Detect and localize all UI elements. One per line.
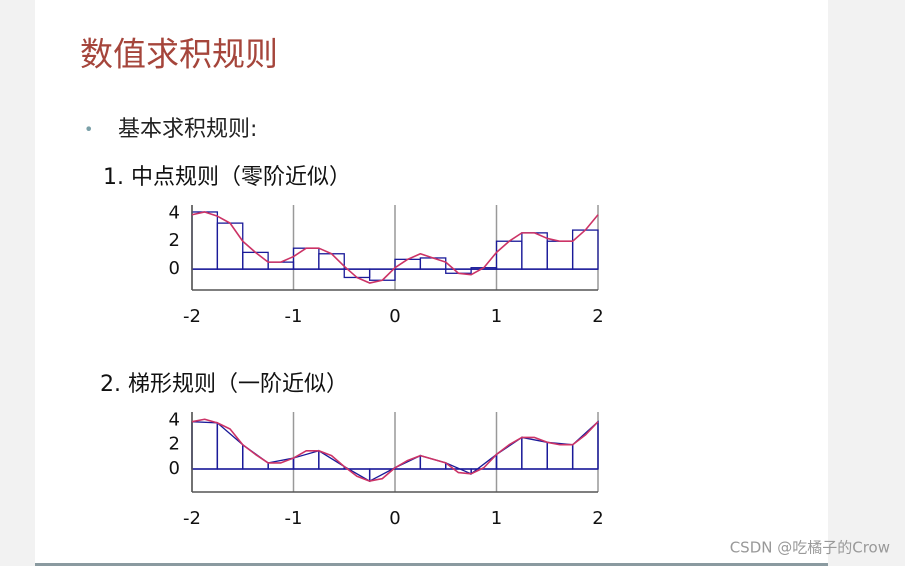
x-tick-label: -2 — [183, 508, 201, 529]
function-curve — [191, 211, 599, 284]
y-tick-label: 0 — [169, 458, 180, 479]
x-tick-label: 0 — [389, 508, 400, 529]
slide-edge — [35, 563, 828, 566]
x-tick-label: -1 — [285, 508, 303, 529]
y-tick-label: 4 — [169, 409, 180, 430]
x-tick-label: 2 — [592, 306, 603, 327]
x-tick-label: -2 — [183, 306, 201, 327]
slide-title: 数值求积规则 — [80, 35, 278, 74]
x-tick-label: -1 — [285, 306, 303, 327]
y-tick-label: 2 — [169, 230, 180, 251]
x-tick-label: 1 — [491, 508, 502, 529]
y-tick-label: 4 — [169, 202, 180, 223]
y-tick-label: 2 — [169, 434, 180, 455]
bullet-text: 基本求积规则: — [118, 117, 257, 142]
x-tick-label: 2 — [592, 508, 603, 529]
x-tick-label: 1 — [491, 306, 502, 327]
function-curve — [191, 418, 599, 482]
y-tick-label: 0 — [169, 258, 180, 279]
chart-title: 2. 梯形规则（一阶近似） — [100, 372, 348, 397]
bullet-dot: • — [84, 120, 93, 139]
watermark: CSDN @吃橘子的Crow — [730, 539, 890, 557]
slide — [35, 0, 828, 563]
x-tick-label: 0 — [389, 306, 400, 327]
chart-title: 1. 中点规则（零阶近似） — [103, 165, 351, 190]
